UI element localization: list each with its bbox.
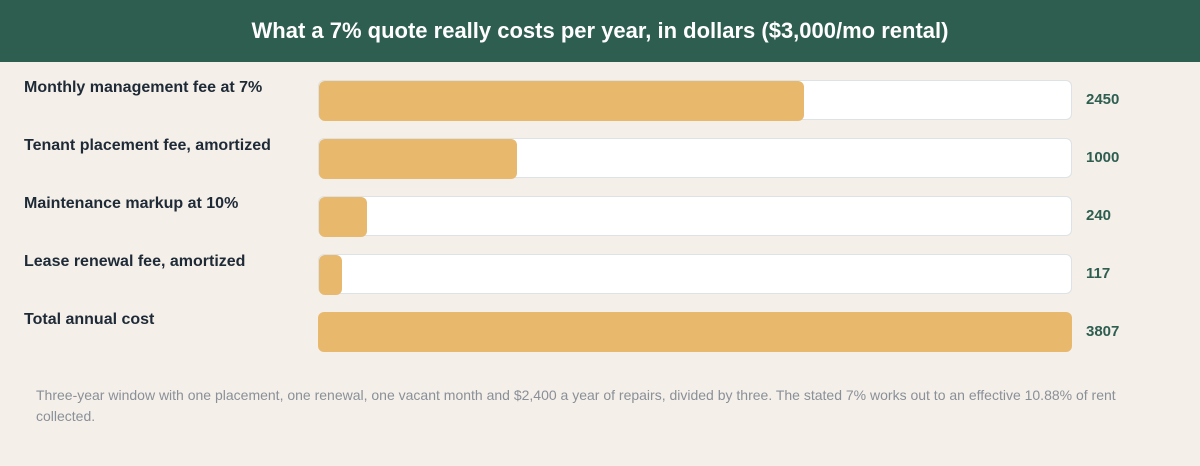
bar	[318, 312, 1072, 352]
category-label: Tenant placement fee, amortized	[24, 137, 271, 154]
bar-value-label: 240	[1086, 207, 1112, 224]
category-label: Monthly management fee at 7%	[24, 79, 263, 96]
chart-title: What a 7% quote really costs per year, i…	[251, 18, 949, 43]
bar-row: Monthly management fee at 7% 2450	[0, 79, 1200, 121]
bar-track	[318, 196, 1072, 237]
bar-row: Lease renewal fee, amortized 117	[0, 253, 1200, 295]
bar	[319, 81, 804, 121]
category-label: Lease renewal fee, amortized	[24, 253, 246, 270]
bar-value-label: 2450	[1086, 91, 1120, 108]
bar-value-label: 3807	[1086, 323, 1120, 340]
bar	[319, 139, 517, 179]
bar-row: Maintenance markup at 10% 240	[0, 195, 1200, 237]
bar-track	[318, 138, 1072, 179]
bar-row: Total annual cost 3807	[0, 311, 1200, 352]
category-label: Maintenance markup at 10%	[24, 195, 239, 212]
bar-track	[318, 254, 1072, 295]
category-label: Total annual cost	[24, 311, 155, 328]
bar-track	[318, 80, 1072, 121]
bar-chart: Monthly management fee at 7% 2450 Tenant p…	[0, 62, 1200, 362]
bar-value-label: 1000	[1086, 149, 1120, 166]
bar-track	[318, 312, 1072, 352]
chart-footnote: Three-year window with one placement, on…	[36, 387, 1116, 424]
bar	[319, 197, 367, 237]
bar-value-label: 117	[1086, 265, 1111, 282]
chart-title-bar: What a 7% quote really costs per year, i…	[0, 0, 1200, 62]
bar-row: Tenant placement fee, amortized 1000	[0, 137, 1200, 179]
bar	[319, 255, 342, 295]
